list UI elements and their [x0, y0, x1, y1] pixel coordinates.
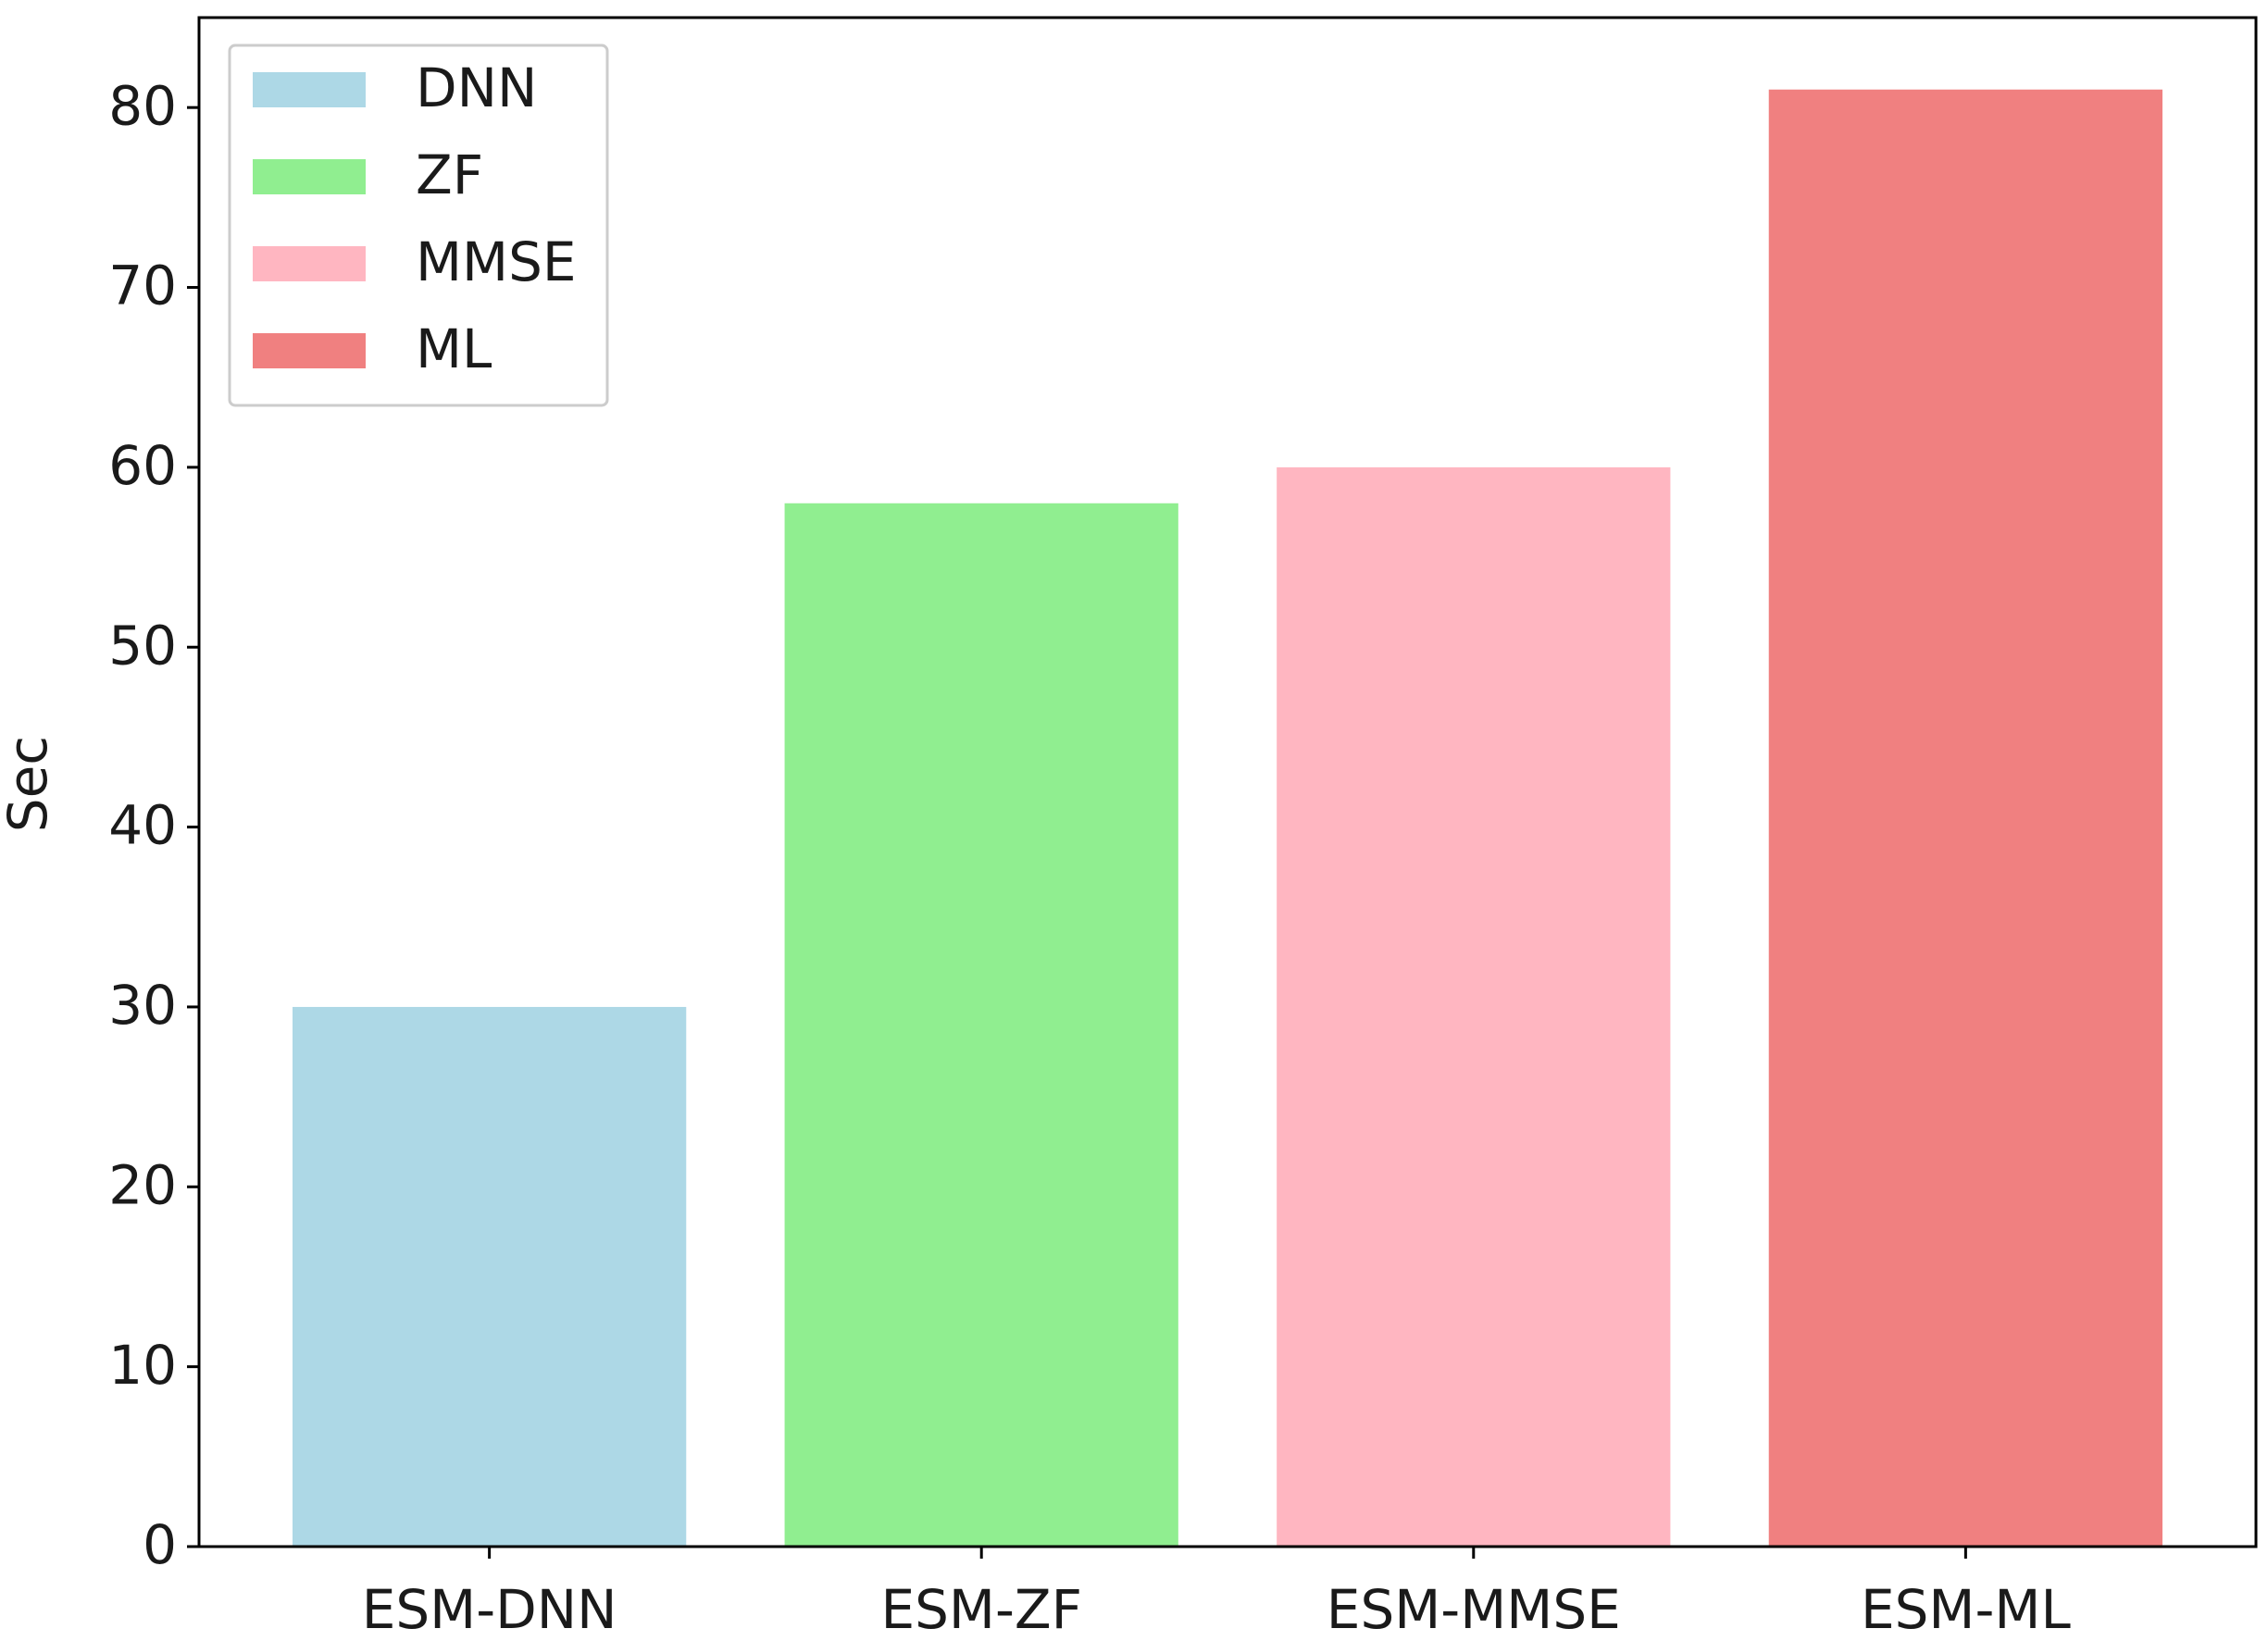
- y-tick-label: 80: [108, 74, 177, 137]
- bar: [784, 503, 1178, 1547]
- bar: [1768, 89, 2162, 1547]
- y-axis-label: Sec: [0, 736, 59, 832]
- y-tick-label: 70: [108, 255, 177, 317]
- bar: [1277, 466, 1671, 1548]
- y-tick-label: 20: [108, 1153, 177, 1216]
- y-tick-label: 60: [108, 434, 177, 497]
- legend-swatch: [253, 333, 366, 368]
- x-tick-label: ESM-ML: [1861, 1578, 2071, 1641]
- x-tick-label: ESM-ZF: [880, 1578, 1082, 1641]
- legend-label: ZF: [416, 143, 483, 206]
- x-tick-label: ESM-MMSE: [1327, 1578, 1621, 1641]
- y-tick-label: 30: [108, 974, 177, 1037]
- y-tick-label: 50: [108, 614, 177, 677]
- legend-swatch: [253, 72, 366, 107]
- y-tick-label: 40: [108, 794, 177, 857]
- legend-label: DNN: [416, 56, 537, 119]
- legend-swatch: [253, 246, 366, 281]
- plot-frame: [197, 16, 2258, 1548]
- bar: [293, 1006, 687, 1547]
- legend-label: MMSE: [416, 230, 577, 293]
- y-tick-label: 10: [108, 1334, 177, 1397]
- x-tick-label: ESM-DNN: [362, 1578, 617, 1641]
- legend-label: ML: [416, 317, 492, 380]
- legend-box: [228, 44, 609, 407]
- legend-swatch: [253, 159, 366, 194]
- y-tick-label: 0: [143, 1513, 177, 1576]
